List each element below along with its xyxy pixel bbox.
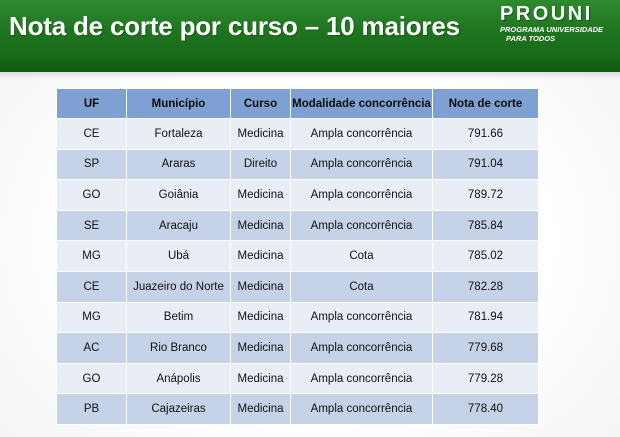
- cell-curso: Medicina: [230, 179, 291, 211]
- logo-wordmark: PROUNI: [500, 3, 593, 25]
- table-row: SE Aracaju Medicina Ampla concorrência 785.8…: [56, 209, 539, 242]
- cell-uf: CE: [56, 270, 127, 303]
- cell-uf: SP: [56, 148, 127, 181]
- cell-modalidade: Ampla concorrência: [290, 118, 433, 150]
- cell-municipio: Araras: [126, 148, 231, 181]
- cell-modalidade: Cota: [290, 270, 433, 303]
- slide-title: Nota de corte por curso – 10 maiores: [9, 11, 460, 41]
- header-shadow: [0, 72, 620, 80]
- column-header-modalidade: Modalidade concorrência: [290, 88, 433, 119]
- cell-curso: Direito: [230, 148, 291, 181]
- cell-uf: GO: [56, 362, 127, 395]
- cell-uf: PB: [56, 393, 127, 425]
- cell-uf: GO: [56, 179, 127, 211]
- header-bottom-bar: [0, 54, 620, 72]
- table-row: SP Araras Direito Ampla concorrência 791.04: [56, 148, 539, 181]
- cell-uf: AC: [56, 332, 127, 364]
- cell-municipio: Anápolis: [126, 362, 231, 395]
- cell-nota: 781.94: [432, 301, 539, 334]
- table-row: PB Cajazeiras Medicina Ampla concorrência 77…: [56, 393, 539, 425]
- cell-modalidade: Ampla concorrência: [290, 332, 433, 364]
- table-row: GO Goiânia Medicina Ampla concorrência 789.7…: [56, 179, 539, 211]
- cell-modalidade: Ampla concorrência: [290, 148, 433, 181]
- cell-curso: Medicina: [230, 270, 291, 303]
- prouni-logo: PROUNI PROGRAMA UNIVERSIDADE PARA TODOS: [500, 3, 616, 43]
- cell-modalidade: Ampla concorrência: [290, 393, 433, 425]
- cell-uf: MG: [56, 240, 127, 272]
- column-header-nota: Nota de corte: [432, 88, 539, 119]
- cell-modalidade: Ampla concorrência: [290, 209, 433, 242]
- cutoff-table: UF Município Curso Modalidade concorrênc…: [56, 88, 539, 425]
- cell-curso: Medicina: [230, 332, 291, 364]
- cell-municipio: Cajazeiras: [126, 393, 231, 425]
- cell-nota: 789.72: [432, 179, 539, 211]
- table-row: MG Betim Medicina Ampla concorrência 781.94: [56, 301, 539, 334]
- table-header: UF Município Curso Modalidade concorrênc…: [56, 88, 539, 119]
- cell-municipio: Juazeiro do Norte: [126, 270, 231, 303]
- cell-nota: 779.68: [432, 332, 539, 364]
- cell-municipio: Rio Branco: [126, 332, 231, 364]
- cell-municipio: Betim: [126, 301, 231, 334]
- table-row: CE Juazeiro do Norte Medicina Cota 782.28: [56, 270, 539, 303]
- table-row: GO Anápolis Medicina Ampla concorrência 779.…: [56, 362, 539, 395]
- cell-uf: MG: [56, 301, 127, 334]
- table-row: MG Ubá Medicina Cota 785.02: [56, 240, 539, 272]
- cell-nota: 785.02: [432, 240, 539, 272]
- cell-municipio: Fortaleza: [126, 118, 231, 150]
- column-header-municipio: Município: [126, 88, 231, 119]
- cell-curso: Medicina: [230, 362, 291, 395]
- cell-nota: 779.28: [432, 362, 539, 395]
- cell-curso: Medicina: [230, 209, 291, 242]
- cell-municipio: Aracaju: [126, 209, 231, 242]
- cell-nota: 791.04: [432, 148, 539, 181]
- cell-modalidade: Cota: [290, 240, 433, 272]
- cell-modalidade: Ampla concorrência: [290, 362, 433, 395]
- cell-nota: 791.66: [432, 118, 539, 150]
- cell-curso: Medicina: [230, 118, 291, 150]
- cell-municipio: Ubá: [126, 240, 231, 272]
- cell-modalidade: Ampla concorrência: [290, 179, 433, 211]
- table-row: AC Rio Branco Medicina Ampla concorrência 77…: [56, 332, 539, 364]
- cell-municipio: Goiânia: [126, 179, 231, 211]
- cell-nota: 785.84: [432, 209, 539, 242]
- cell-nota: 782.28: [432, 270, 539, 303]
- column-header-uf: UF: [56, 88, 127, 119]
- cell-uf: SE: [56, 209, 127, 242]
- cell-uf: CE: [56, 118, 127, 150]
- header-row: UF Município Curso Modalidade concorrênc…: [56, 88, 539, 119]
- table-body: CE Fortaleza Medicina Ampla concorrência 791…: [56, 118, 539, 425]
- logo-tagline-line1: PROGRAMA UNIVERSIDADE: [500, 25, 604, 34]
- logo-tagline-line2: PARA TODOS: [506, 34, 556, 43]
- cell-curso: Medicina: [230, 240, 291, 272]
- cell-curso: Medicina: [230, 393, 291, 425]
- header-banner: Nota de corte por curso – 10 maiores PRO…: [0, 0, 620, 54]
- cell-curso: Medicina: [230, 301, 291, 334]
- table-row: CE Fortaleza Medicina Ampla concorrência 791…: [56, 118, 539, 150]
- cell-nota: 778.40: [432, 393, 539, 425]
- column-header-curso: Curso: [230, 88, 291, 119]
- cell-modalidade: Ampla concorrência: [290, 301, 433, 334]
